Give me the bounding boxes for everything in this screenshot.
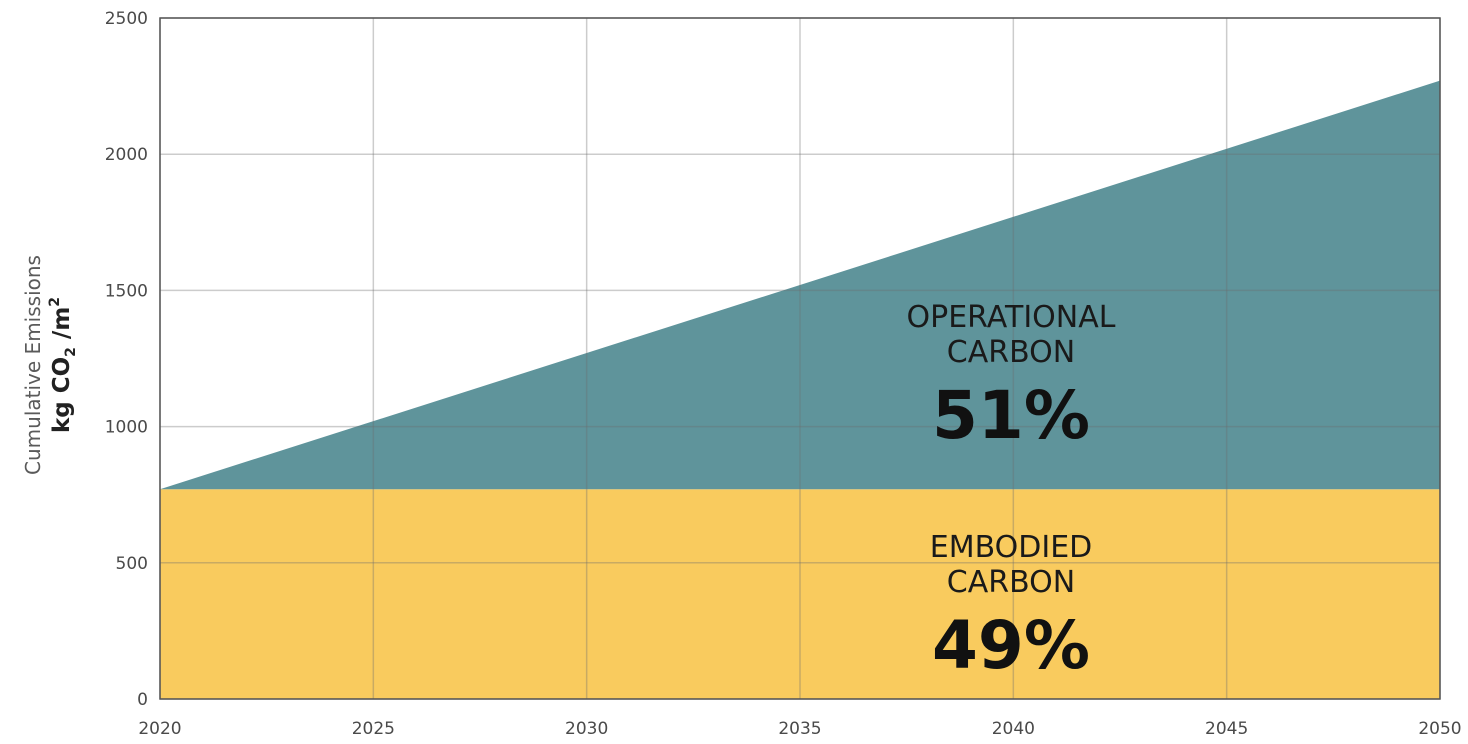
y-tick-label: 1500 [105,281,148,301]
x-tick-label: 2030 [565,719,608,739]
plot-frame [159,17,1441,700]
y-tick-label: 2000 [105,145,148,165]
y-axis-label: Cumulative Emissions kg CO2 /m2 [21,255,79,475]
embodied-carbon-annotation: EMBODIED CARBON 49% [930,530,1093,684]
unit-superscript: 2 [47,297,63,307]
embodied-label-line1: EMBODIED [930,530,1093,565]
embodied-carbon-area [160,489,1440,699]
y-tick-label: 500 [116,554,148,574]
operational-percent: 51% [932,377,1090,454]
x-tick-label: 2035 [778,719,821,739]
x-axis-tick-labels: 2020 2025 2030 2035 2040 2045 2050 [138,719,1461,739]
unit-subscript: 2 [63,347,79,357]
unit-middle: /m [49,307,75,347]
y-tick-label: 0 [137,690,148,710]
y-tick-label: 1000 [105,418,148,438]
x-tick-label: 2040 [992,719,1035,739]
y-axis-tick-labels: 0 500 1000 1500 2000 2500 [105,9,148,710]
embodied-percent: 49% [932,607,1090,684]
x-tick-label: 2025 [352,719,395,739]
y-axis-label-title: Cumulative Emissions [21,255,45,475]
y-tick-label: 2500 [105,9,148,29]
embodied-label-line2: CARBON [947,565,1075,600]
operational-carbon-area [160,80,1440,490]
y-axis-label-unit: kg CO2 /m2 [47,297,79,433]
x-tick-label: 2050 [1418,719,1461,739]
operational-label-line1: OPERATIONAL [907,300,1116,335]
x-tick-label: 2020 [138,719,181,739]
operational-label-line2: CARBON [947,335,1075,370]
x-tick-label: 2045 [1205,719,1248,739]
operational-carbon-annotation: OPERATIONAL CARBON 51% [907,300,1116,454]
unit-prefix: kg CO [49,357,75,433]
chart-areas [160,80,1440,699]
